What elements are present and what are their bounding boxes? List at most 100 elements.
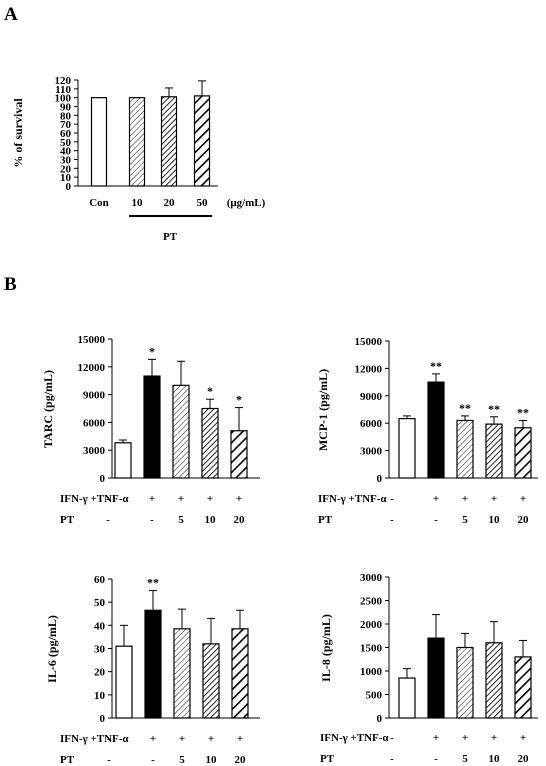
x-unit-label: (μg/mL) <box>227 197 266 209</box>
y-tick-label: 90 <box>60 102 72 114</box>
x-tick-label: 10 <box>132 197 144 209</box>
y-axis-label: MCP-1 (pg/mL) <box>316 369 330 451</box>
condition-row2-value: 10 <box>489 753 501 765</box>
condition-row2-value: 5 <box>178 514 184 526</box>
bar <box>202 643 220 719</box>
condition-row2-value: - <box>390 753 394 765</box>
bar <box>398 418 416 479</box>
bar <box>201 407 219 479</box>
condition-row1-value: + <box>491 493 497 505</box>
condition-row1-value: - <box>107 733 111 745</box>
chart-il6: 0 10 20 30 40 50 60 IL-6 (pg/mL) ** IFN-γ +TNF-α P… <box>45 574 260 766</box>
x-tick-label: Con <box>89 197 109 209</box>
condition-row2-value: 5 <box>179 754 185 766</box>
y-tick-label: 0 <box>100 713 106 725</box>
condition-row2-value: 5 <box>462 514 468 526</box>
significance-label: * <box>207 384 213 398</box>
group-label: PT <box>163 231 178 243</box>
y-tick-label: 70 <box>60 119 72 131</box>
y-tick-label: 3000 <box>360 572 383 584</box>
bar <box>485 642 503 719</box>
bar <box>456 646 474 719</box>
condition-row-label: PT <box>318 514 333 526</box>
bar <box>172 384 190 479</box>
y-tick-label: 12000 <box>78 362 106 374</box>
significance-label: ** <box>488 402 500 416</box>
condition-row1-value: - <box>390 732 394 744</box>
x-tick-label: 20 <box>164 197 176 209</box>
y-tick-label: 2500 <box>360 596 383 608</box>
condition-row-label: PT <box>320 753 335 765</box>
y-tick-label: 0 <box>377 473 383 485</box>
y-axis-label: IL-8 (pg/mL) <box>319 614 333 682</box>
condition-row2-value: - <box>106 514 110 526</box>
bar <box>231 628 249 719</box>
x-tick-label: 50 <box>197 197 209 209</box>
y-tick-label: 50 <box>60 137 72 149</box>
condition-row1-value: + <box>178 493 184 505</box>
condition-row2-value: 20 <box>235 754 247 766</box>
condition-row-label: IFN-γ +TNF-α <box>320 732 389 744</box>
significance-label: * <box>236 393 242 407</box>
condition-row2-value: 10 <box>205 514 217 526</box>
condition-row2-value: - <box>150 514 154 526</box>
y-tick-label: 30 <box>94 644 106 656</box>
y-tick-label: 0 <box>100 473 106 485</box>
bar <box>160 96 178 187</box>
condition-row1-value: + <box>179 733 185 745</box>
chart-il8: 0 500 1000 1500 2000 2500 3000 IL-8 (pg/mL) IFN-… <box>319 572 538 765</box>
condition-row1-value: + <box>236 493 242 505</box>
bar <box>485 423 503 479</box>
y-tick-label: 500 <box>366 690 383 702</box>
y-tick-label: 3000 <box>360 446 383 458</box>
y-tick-label: 60 <box>94 574 106 586</box>
y-tick-label: 110 <box>55 84 71 96</box>
condition-row1-value: + <box>149 493 155 505</box>
panel-label-a: A <box>4 4 18 25</box>
y-tick-label: 9000 <box>360 391 383 403</box>
condition-row1-value: + <box>491 732 497 744</box>
bar <box>143 375 161 479</box>
condition-row2-value: 20 <box>234 514 246 526</box>
condition-row2-value: 10 <box>206 754 218 766</box>
condition-row1-value: - <box>390 493 394 505</box>
y-tick-label: 10 <box>60 172 72 184</box>
significance-label: ** <box>517 405 529 419</box>
condition-row2-value: - <box>107 754 111 766</box>
condition-row1-value: + <box>462 493 468 505</box>
bar <box>90 97 108 187</box>
y-tick-label: 1500 <box>360 643 383 655</box>
condition-row2-value: 20 <box>518 514 530 526</box>
y-tick-label: 40 <box>60 146 72 158</box>
condition-row-label: IFN-γ +TNF-α <box>60 493 129 505</box>
y-axis-label: TARC (pg/mL) <box>41 370 55 448</box>
y-tick-label: 20 <box>60 163 72 175</box>
condition-row1-value: + <box>462 732 468 744</box>
bar <box>128 97 146 187</box>
bar <box>514 656 532 719</box>
condition-row1-value: + <box>433 493 439 505</box>
y-tick-label: 12000 <box>355 363 383 375</box>
y-tick-label: 0 <box>66 181 72 193</box>
condition-row2-value: 20 <box>518 753 530 765</box>
condition-row2-value: - <box>390 514 394 526</box>
y-tick-label: 100 <box>55 93 72 105</box>
y-tick-label: 2000 <box>360 619 383 631</box>
condition-row2-value: - <box>434 753 438 765</box>
y-tick-label: 30 <box>60 155 72 167</box>
bar <box>427 637 445 719</box>
condition-row1-value: + <box>433 732 439 744</box>
chart-tarc: 0 3000 6000 9000 12000 15000 TARC (pg/mL) * * * IF… <box>41 334 260 526</box>
y-tick-label: 120 <box>55 75 72 87</box>
chart-mcp1: 0 3000 6000 9000 12000 15000 MCP-1 (pg/mL) ** **… <box>316 336 538 526</box>
y-tick-label: 0 <box>377 713 383 725</box>
y-tick-label: 15000 <box>355 336 383 348</box>
bar <box>398 677 416 719</box>
significance-label: ** <box>459 401 471 415</box>
y-tick-label: 9000 <box>83 390 106 402</box>
bar <box>514 427 532 479</box>
condition-row1-value: + <box>208 733 214 745</box>
bar <box>456 419 474 479</box>
